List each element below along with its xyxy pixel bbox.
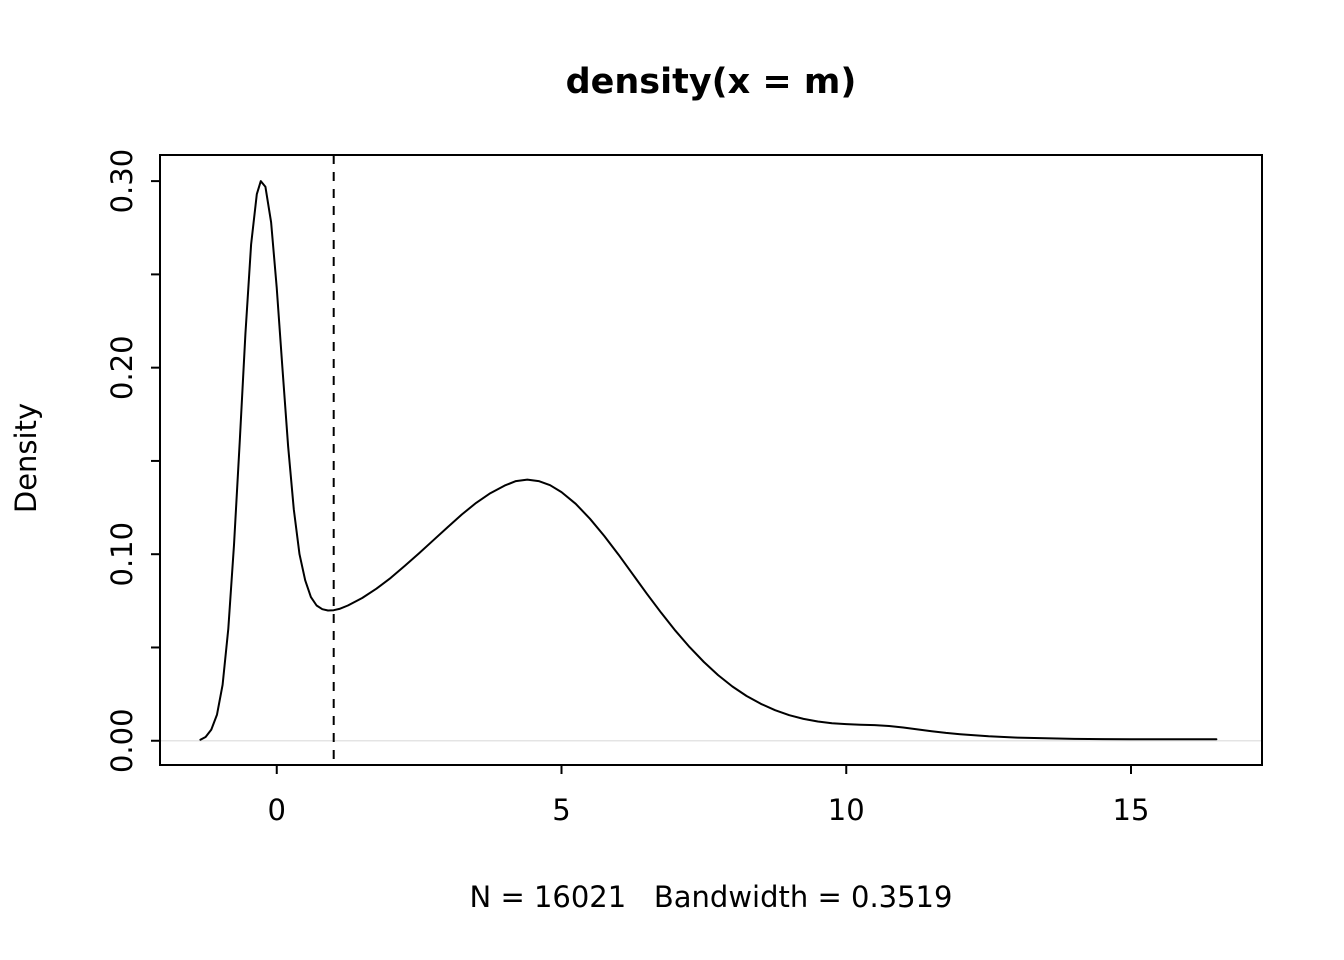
density-curve: [199, 180, 1218, 741]
x-axis-label: N = 16021 Bandwidth = 0.3519: [469, 880, 953, 914]
y-tick-label: 0.00: [105, 708, 139, 773]
x-tick-label: 5: [552, 793, 570, 827]
plot-box: [159, 154, 1263, 766]
x-tick-label: 15: [1113, 793, 1150, 827]
y-tick-label: 0.20: [105, 335, 139, 400]
y-tick-label: 0.30: [105, 149, 139, 214]
x-tick-label: 10: [828, 793, 865, 827]
y-axis-label: Density: [9, 402, 43, 514]
chart-title: density(x = m): [565, 62, 857, 102]
y-tick-label: 0.10: [105, 522, 139, 587]
x-tick-label: 0: [268, 793, 286, 827]
